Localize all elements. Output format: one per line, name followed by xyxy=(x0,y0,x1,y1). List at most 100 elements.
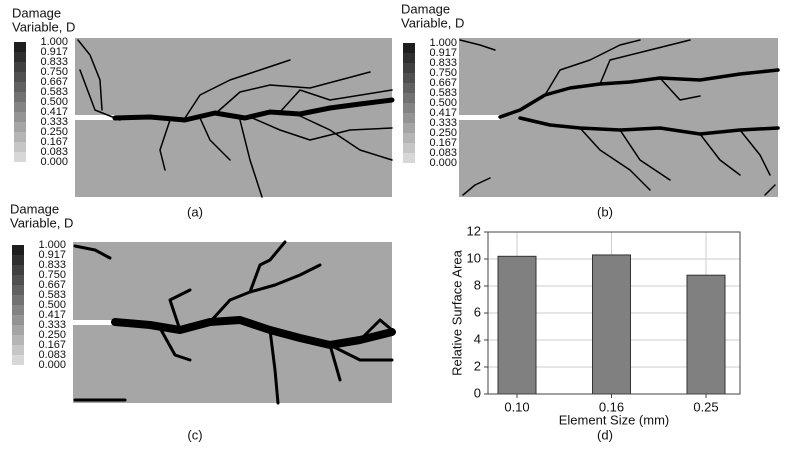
legend-swatch xyxy=(403,73,415,83)
legend-label: 1.000 xyxy=(40,36,68,48)
bar xyxy=(497,255,537,395)
crack xyxy=(73,240,394,405)
crack xyxy=(112,97,395,123)
legend-label: 0.583 xyxy=(429,87,457,99)
crack xyxy=(459,39,776,196)
legend-swatch xyxy=(403,53,415,63)
legend-swatch xyxy=(12,345,24,355)
contour-plot-b xyxy=(459,38,780,197)
legend-swatch xyxy=(12,265,24,275)
x-tick-label: 0.10 xyxy=(504,399,529,414)
legend-label: 0.667 xyxy=(38,279,66,291)
panel-label: (c) xyxy=(187,427,202,442)
legend-title: Variable, D xyxy=(12,19,75,34)
legend-label: 0.750 xyxy=(38,269,66,281)
legend-swatch xyxy=(403,43,415,53)
contour-plot-a xyxy=(75,38,395,198)
legend-swatch xyxy=(12,295,24,305)
legend-label: 0.417 xyxy=(38,309,66,321)
legend-title: Damage xyxy=(12,5,61,20)
legend-label: 0.250 xyxy=(38,329,66,341)
legend-swatch xyxy=(12,255,24,265)
legend-swatch xyxy=(403,113,415,123)
legend-swatch xyxy=(403,93,415,103)
legend-label: 0.833 xyxy=(38,259,66,271)
legend-label: 0.083 xyxy=(40,146,68,158)
panel-label: (b) xyxy=(597,204,613,219)
legend-swatch xyxy=(403,83,415,93)
legend-label: 0.750 xyxy=(40,66,68,78)
legend-swatch xyxy=(14,122,26,132)
legend-label: 0.250 xyxy=(429,127,457,139)
y-tick-label: 4 xyxy=(474,331,481,346)
crack xyxy=(77,39,393,198)
legend-swatch xyxy=(14,152,26,162)
legend-label: 0.083 xyxy=(38,349,66,361)
plot-frame xyxy=(487,231,741,395)
x-tick-label: 0.25 xyxy=(693,399,718,414)
legend-swatch xyxy=(14,42,26,52)
legend-label: 0.083 xyxy=(429,147,457,159)
legend-swatch xyxy=(14,82,26,92)
legend-swatch xyxy=(403,63,415,73)
panel-label: (d) xyxy=(597,427,613,442)
crack xyxy=(498,68,780,136)
crack xyxy=(111,316,396,349)
y-tick-label: 8 xyxy=(474,277,481,292)
x-axis-title: Element Size (mm) xyxy=(559,412,670,427)
legend-swatch xyxy=(14,72,26,82)
legend-label: 0.917 xyxy=(40,46,68,58)
legend-label: 0.250 xyxy=(40,126,68,138)
notch xyxy=(75,115,115,120)
legend-label: 0.417 xyxy=(429,107,457,119)
legend-label: 1.000 xyxy=(429,37,457,49)
legend-swatch xyxy=(12,335,24,345)
legend-label: 0.333 xyxy=(40,116,68,128)
legend-swatch xyxy=(14,52,26,62)
legend-label: 0.667 xyxy=(40,76,68,88)
legend-label: 0.000 xyxy=(429,157,457,169)
legend-swatch xyxy=(403,103,415,113)
y-tick-label: 2 xyxy=(474,358,481,373)
notch xyxy=(73,320,115,325)
legend-label: 0.583 xyxy=(38,289,66,301)
legend-label: 0.917 xyxy=(429,47,457,59)
legend-label: 0.167 xyxy=(40,136,68,148)
legend-label: 0.583 xyxy=(40,86,68,98)
bar xyxy=(686,274,726,395)
legend-swatch xyxy=(12,315,24,325)
bar-chart: 0 2 4 6 8 10 12 0.10 0.16 0.25 Element Size (mm) Re… xyxy=(449,223,741,442)
bar xyxy=(592,254,631,395)
y-tick-label: 6 xyxy=(474,304,481,319)
legend-title: Variable, D xyxy=(401,15,464,30)
legend-swatch xyxy=(12,325,24,335)
legend-swatch xyxy=(14,62,26,72)
legend-label: 0.750 xyxy=(429,67,457,79)
specimen xyxy=(459,38,778,197)
legend-label: 0.833 xyxy=(40,56,68,68)
legend-swatch xyxy=(12,355,24,365)
legend-swatch xyxy=(403,153,415,163)
legend-label: 0.833 xyxy=(429,57,457,69)
legend-label: 1.000 xyxy=(38,239,66,251)
legend-swatch xyxy=(403,123,415,133)
x-tick-label: 0.16 xyxy=(599,399,624,414)
legend-swatch xyxy=(12,285,24,295)
legend-title: Variable, D xyxy=(10,215,73,230)
legend-swatch xyxy=(14,142,26,152)
legend-swatch xyxy=(403,143,415,153)
y-tick-label: 12 xyxy=(467,223,481,238)
legend-swatch xyxy=(12,305,24,315)
y-tick-label: 10 xyxy=(467,250,481,265)
legend-swatch xyxy=(14,92,26,102)
legend-swatch xyxy=(12,275,24,285)
y-axis-title: Relative Surface Area xyxy=(449,249,464,376)
legend-label: 0.167 xyxy=(38,339,66,351)
panel-label: (a) xyxy=(187,204,203,219)
legend-label: 0.000 xyxy=(38,359,66,371)
y-tick-label: 0 xyxy=(474,385,481,400)
legend-swatch xyxy=(14,102,26,112)
legend-label: 0.500 xyxy=(40,96,68,108)
